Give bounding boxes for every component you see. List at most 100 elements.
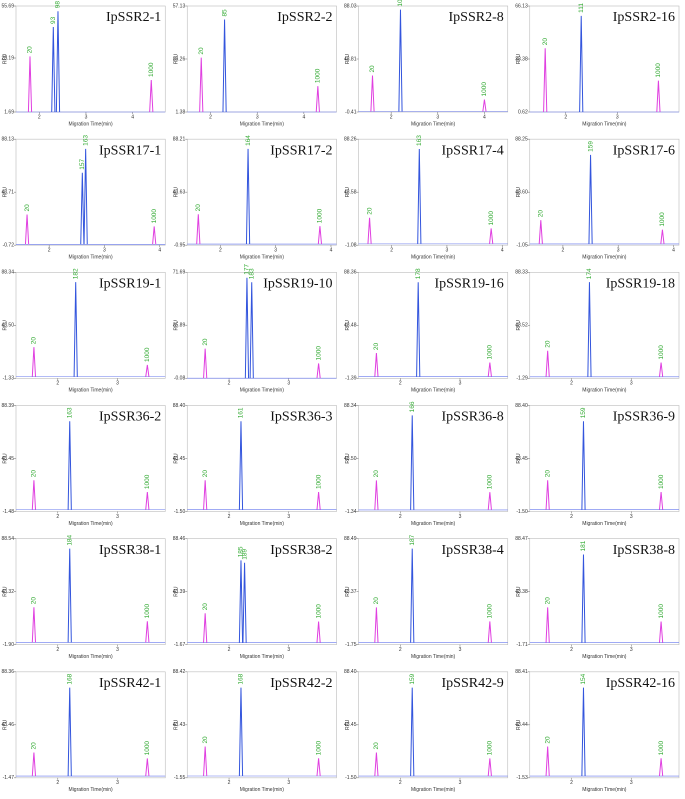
peak <box>410 415 415 510</box>
y-tick-label: -1.50 <box>174 509 186 515</box>
peak <box>316 621 321 643</box>
x-axis-label: Migration Time(min) <box>411 254 456 260</box>
x-tick-label: 3 <box>459 381 462 387</box>
peak <box>203 613 208 643</box>
peak-label: 20 <box>24 204 31 212</box>
x-tick-label: 3 <box>459 647 462 653</box>
peak-label: 163 <box>416 135 423 146</box>
y-tick-label: 88.49 <box>344 536 357 542</box>
chart-title: IpSSR2-1 <box>106 10 161 25</box>
peak <box>31 480 37 510</box>
chart-title: IpSSR42-9 <box>442 676 504 691</box>
y-tick-label: 43.45 <box>344 722 357 728</box>
chart-title: IpSSR36-2 <box>99 410 161 425</box>
y-axis-label: RFU <box>2 320 8 331</box>
y-axis-label: RFU <box>516 719 522 730</box>
x-axis-label: Migration Time(min) <box>69 654 114 660</box>
x-tick-label: 4 <box>302 114 305 120</box>
x-tick-label: 3 <box>459 780 462 786</box>
chart-title: IpSSR38-1 <box>99 543 161 558</box>
x-tick-label: 2 <box>390 114 393 120</box>
y-tick-label: -1.08 <box>345 242 357 248</box>
y-tick-label: 43.48 <box>344 323 357 329</box>
x-axis-label: Migration Time(min) <box>582 521 627 527</box>
x-tick-label: 2 <box>399 647 402 653</box>
peak-label: 177 <box>244 264 251 275</box>
peak-label: 1000 <box>151 209 158 224</box>
chart-title: IpSSR36-3 <box>270 410 332 425</box>
chart-title: IpSSR42-16 <box>606 676 675 691</box>
y-tick-label: 88.03 <box>344 3 357 9</box>
x-axis-label: Migration Time(min) <box>582 787 627 793</box>
chart-title: IpSSR17-6 <box>613 143 675 158</box>
peak-label: 184 <box>66 534 73 545</box>
peak <box>489 228 494 244</box>
x-axis-label: Migration Time(min) <box>411 388 456 394</box>
x-tick-label: 3 <box>616 114 619 120</box>
peak <box>545 350 550 377</box>
peak-label: 168 <box>66 673 73 684</box>
y-tick-label: 43.39 <box>173 589 186 595</box>
peak <box>67 548 72 643</box>
peak-label: 1000 <box>315 68 322 83</box>
peak <box>67 421 72 510</box>
peak <box>538 220 543 244</box>
chart-title: IpSSR38-2 <box>270 543 332 558</box>
x-tick-label: 3 <box>617 247 620 253</box>
x-tick-label: 4 <box>131 114 134 120</box>
y-tick-label: -1.48 <box>3 509 15 515</box>
peak <box>487 621 492 643</box>
y-tick-label: 43.37 <box>344 589 357 595</box>
y-tick-label: -1.55 <box>174 775 186 781</box>
x-tick-label: 3 <box>630 647 633 653</box>
peak <box>658 362 664 377</box>
y-tick-label: 43.58 <box>344 190 357 196</box>
peak-label: 20 <box>31 742 38 750</box>
peak <box>658 621 664 643</box>
peak-label: 93 <box>50 16 57 24</box>
x-tick-label: 3 <box>630 780 633 786</box>
y-tick-label: 1.69 <box>4 109 14 115</box>
peak-label: 1000 <box>144 474 151 489</box>
peak-label: 1000 <box>148 62 155 77</box>
peak-label: 1000 <box>658 474 665 489</box>
x-tick-label: 3 <box>436 114 439 120</box>
y-tick-label: -1.67 <box>174 642 186 648</box>
peak <box>656 80 661 113</box>
peak <box>398 9 403 112</box>
y-tick-label: 88.36 <box>344 270 357 276</box>
x-tick-label: 2 <box>228 514 231 520</box>
x-axis-label: Migration Time(min) <box>69 787 114 793</box>
y-tick-label: 43.38 <box>515 589 528 595</box>
x-axis-label: Migration Time(min) <box>582 388 627 394</box>
peak-label: 20 <box>544 736 551 744</box>
peak <box>316 758 321 777</box>
peak <box>67 687 72 777</box>
peak-label: 20 <box>195 204 202 212</box>
chart-title: IpSSR36-9 <box>613 410 675 425</box>
peak <box>581 687 586 777</box>
y-tick-label: 43.45 <box>515 456 528 462</box>
y-tick-label: 43.71 <box>1 189 14 195</box>
peak <box>203 746 208 777</box>
x-axis-label: Migration Time(min) <box>240 787 285 793</box>
peak <box>31 347 37 377</box>
peak <box>416 282 421 377</box>
y-tick-label: 66.13 <box>515 3 528 9</box>
peak-label: 1000 <box>144 347 151 362</box>
chart-title: IpSSR17-4 <box>442 143 504 158</box>
peak-label: 1000 <box>487 345 494 360</box>
x-tick-label: 2 <box>56 780 59 786</box>
x-axis-label: Migration Time(min) <box>240 121 285 127</box>
peak-label: 20 <box>202 338 209 346</box>
y-tick-label: 88.46 <box>173 536 186 542</box>
peak <box>245 148 251 245</box>
y-tick-label: 88.34 <box>1 270 14 276</box>
y-tick-label: -1.33 <box>3 376 15 382</box>
x-axis-label: Migration Time(min) <box>240 521 285 527</box>
peak <box>196 214 201 245</box>
peak-label: 1000 <box>315 346 322 361</box>
peak-label: 163 <box>82 135 89 146</box>
x-tick-label: 2 <box>56 514 59 520</box>
x-tick-label: 4 <box>158 247 161 253</box>
